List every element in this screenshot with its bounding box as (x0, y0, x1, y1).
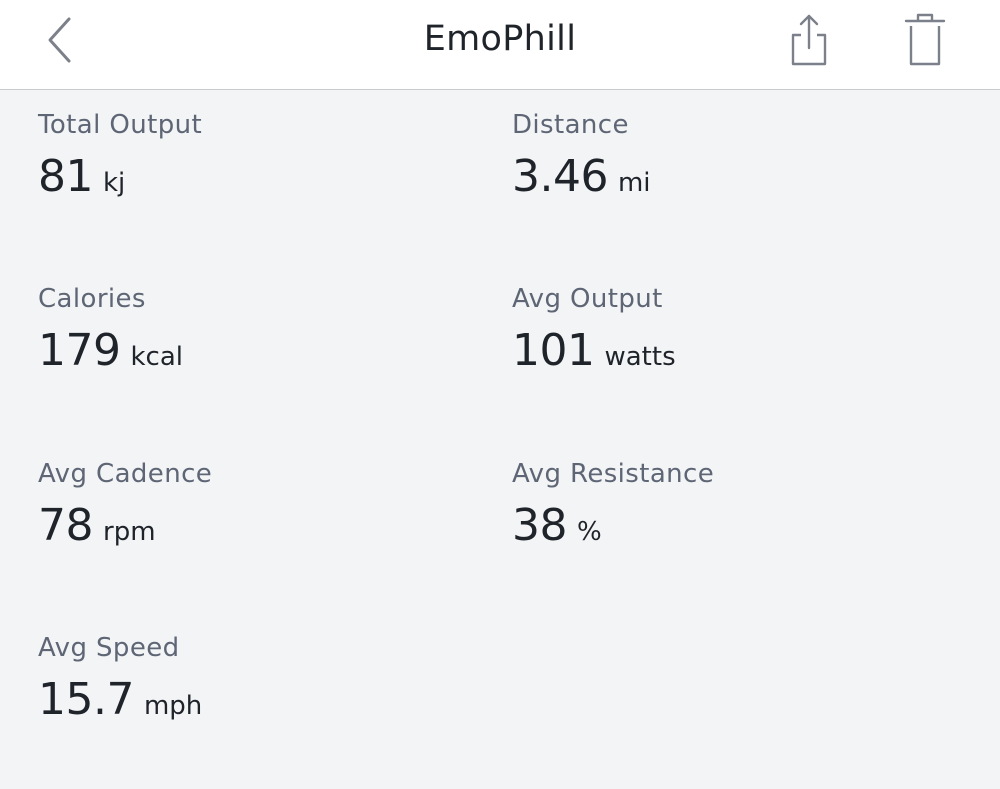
stat-value: 38 (512, 500, 568, 551)
stat-calories: Calories 179 kcal (38, 283, 478, 403)
stat-avg-speed: Avg Speed 15.7 mph (38, 632, 478, 752)
stat-reading: 78 rpm (38, 502, 478, 556)
stat-label: Avg Cadence (38, 459, 213, 489)
stat-value: 81 (38, 151, 94, 202)
stat-reading: 179 kcal (38, 327, 478, 381)
stat-unit: % (577, 517, 602, 547)
stat-value: 3.46 (512, 151, 608, 202)
stat-unit: rpm (103, 517, 156, 547)
nav-bar: EmoPhill (0, 0, 1000, 90)
stat-total-output: Total Output 81 kj (38, 109, 478, 229)
stat-reading: 38% (512, 502, 952, 556)
stat-value: 78 (38, 500, 94, 551)
chevron-left-icon (48, 17, 71, 63)
stat-avg-cadence: Avg Cadence 78 rpm (38, 458, 478, 578)
stat-unit: kj (103, 168, 126, 198)
stat-value: 179 (38, 325, 121, 376)
stat-label: Total Output (38, 110, 203, 140)
stat-unit: mi (617, 168, 651, 198)
share-icon (791, 14, 827, 66)
stat-reading: 15.7 mph (38, 676, 478, 730)
stat-label: Calories (38, 284, 146, 314)
stat-distance: Distance 3.46 mi (512, 109, 952, 229)
stat-reading: 3.46 mi (512, 153, 952, 207)
stat-unit: watts (604, 342, 676, 372)
stat-reading: 101 watts (512, 327, 952, 381)
stat-unit: kcal (130, 342, 183, 372)
share-button[interactable] (786, 10, 832, 70)
stat-label: Distance (512, 110, 629, 140)
stat-label: Avg Output (512, 284, 663, 314)
stat-value: 15.7 (38, 674, 134, 725)
trash-icon (904, 13, 946, 66)
back-button[interactable] (38, 14, 82, 66)
stat-reading: 81 kj (38, 153, 478, 207)
stat-avg-output: Avg Output 101 watts (512, 283, 952, 403)
stat-label: Avg Resistance (512, 459, 715, 489)
stat-label: Avg Speed (38, 633, 180, 663)
stat-value: 101 (512, 325, 595, 376)
stat-avg-resistance: Avg Resistance 38% (512, 458, 952, 578)
stat-unit: mph (143, 691, 203, 721)
page-title: EmoPhill (423, 19, 577, 59)
delete-button[interactable] (902, 10, 948, 70)
